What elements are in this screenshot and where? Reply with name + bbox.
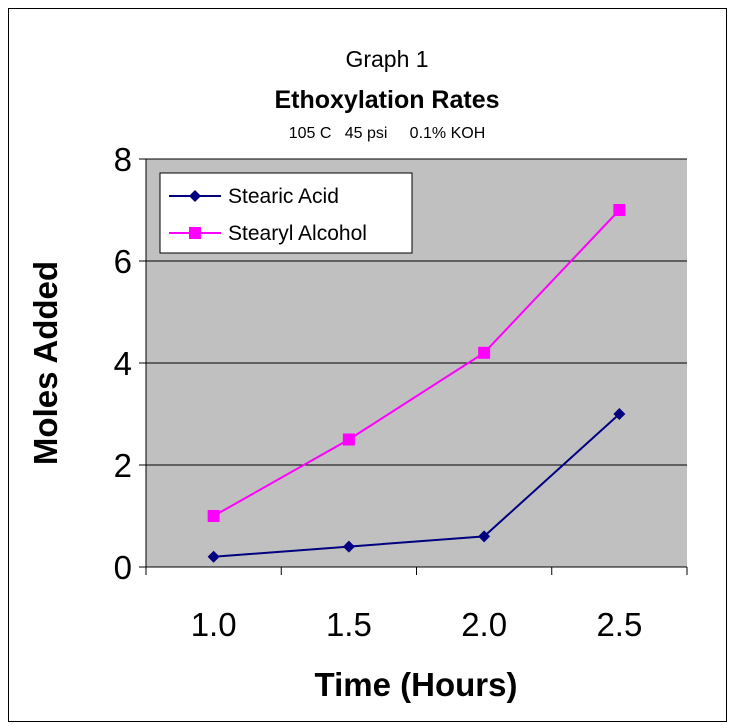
- legend-label-stearyl-alcohol: Stearyl Alcohol: [228, 222, 367, 245]
- y-tick-label: 6: [114, 243, 132, 280]
- y-tick-label: 4: [114, 345, 132, 382]
- chart-frame: 0 2 4 6 8 1.0 1.5 2.0 2.5 Stearic Acid Stearyl A…: [8, 8, 727, 722]
- chart-conditions: 105 C 45 psi 0.1% KOH: [289, 125, 486, 142]
- x-tick-label: 2.5: [596, 606, 642, 643]
- x-tick-label: 2.0: [461, 606, 507, 643]
- series-line: [213, 413, 621, 558]
- legend-marker-stearic-acid: [189, 190, 201, 202]
- legend-box: [159, 172, 413, 254]
- y-tick-label: 8: [114, 141, 132, 178]
- data-point: [478, 346, 491, 359]
- chart-subtitle: Ethoxylation Rates: [274, 86, 499, 114]
- x-axis-label: Time (Hours): [315, 666, 518, 703]
- data-point: [342, 540, 355, 553]
- data-point: [613, 408, 626, 420]
- data-point: [478, 530, 491, 543]
- x-tick-label: 1.5: [326, 606, 372, 643]
- ethoxylation-chart: 0 2 4 6 8 1.0 1.5 2.0 2.5 Stearic Acid Stearyl A…: [27, 46, 688, 703]
- data-point: [207, 510, 220, 522]
- legend-label-stearic-acid: Stearic Acid: [228, 185, 339, 208]
- y-axis-label: Moles Added: [27, 261, 64, 465]
- chart-title: Graph 1: [345, 46, 428, 72]
- y-tick-label: 2: [114, 447, 132, 484]
- y-tick-label: 0: [114, 549, 132, 586]
- data-point: [342, 433, 355, 446]
- legend-marker-stearyl-alcohol: [189, 227, 201, 239]
- series-line: [213, 209, 621, 517]
- data-point: [207, 550, 220, 563]
- x-tick-label: 1.0: [191, 606, 237, 643]
- legend: Stearic Acid Stearyl Alcohol: [159, 172, 413, 254]
- data-point: [613, 204, 626, 216]
